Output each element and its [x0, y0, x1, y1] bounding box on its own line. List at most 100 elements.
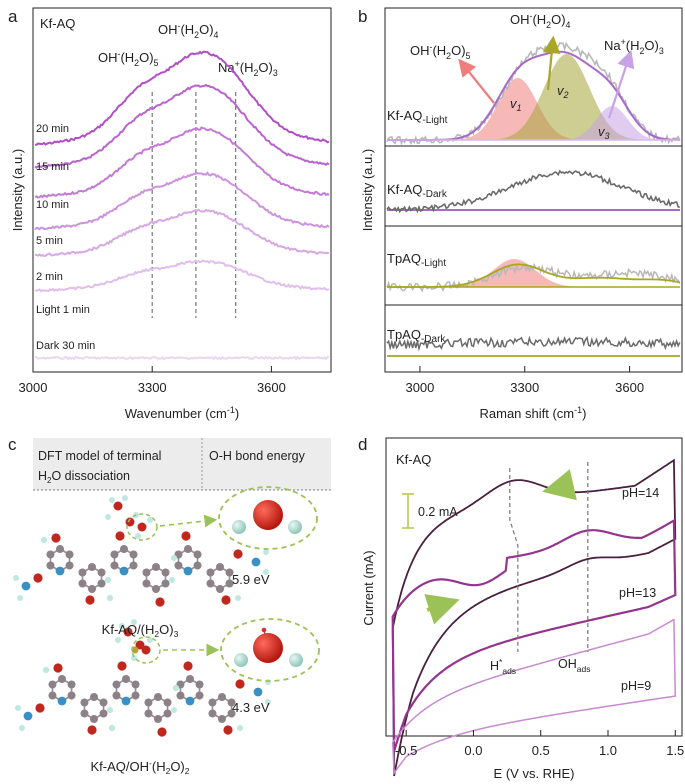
x-tick-b-2: 3600	[615, 380, 644, 395]
panel-letter-d: d	[358, 435, 367, 454]
ph-label-13: pH=13	[619, 586, 656, 600]
cv-curves	[391, 458, 677, 777]
x-tick-d-3: 1.0	[599, 743, 617, 758]
curve-labels-a: 20 min 15 min 10 min 5 min 2 min Light 1 min D…	[36, 123, 95, 352]
ph-label-9: pH=9	[621, 679, 651, 693]
oh-bond-zoom-bottom	[234, 627, 303, 667]
zoom-ellipse-bottom	[220, 618, 320, 682]
peak-label-a-0: OH-(H2O)5	[98, 49, 159, 68]
sample-label-d: Kf-AQ	[396, 452, 431, 467]
y-axis-label-b: Intensity (a.u.)	[360, 149, 375, 231]
x-ticks-b: 3000 3300 3600	[405, 366, 644, 395]
plot-frame-a	[32, 7, 332, 373]
ads-markers	[509, 462, 589, 652]
curve-label-a-3: 5 min	[36, 235, 63, 247]
y-axis-label-a: Intensity (a.u.)	[10, 149, 25, 231]
peak-label-b-1: OH-(H2O)4	[510, 11, 571, 30]
curve-label-a-6: Dark 30 min	[36, 340, 95, 352]
raman-curve-4	[34, 208, 330, 258]
raw-tp-dark	[386, 335, 681, 352]
row-label-b-1: Kf-AQ-Dark	[387, 182, 448, 200]
zoom-ellipse-top	[218, 486, 318, 550]
nu-label-2: v2	[557, 83, 569, 100]
raman-curve-5	[34, 259, 330, 293]
curve-label-a-1: 15 min	[36, 161, 69, 173]
peak-label-b-0: OH-(H2O)5	[410, 42, 471, 61]
peak-label-b-2: Na+(H2O)3	[604, 37, 664, 56]
raman-curve-3	[34, 171, 330, 231]
dft-header-left-2: H2O dissociation	[38, 469, 130, 485]
y-axis-label-d: Current (mA)	[361, 550, 376, 625]
curve-label-a-5: Light 1 min	[36, 304, 90, 316]
molecule-model-bottom	[15, 619, 271, 737]
x-tick-b-0: 3000	[405, 380, 434, 395]
x-axis-label-d: E (V vs. RHE)	[494, 766, 575, 781]
raman-curve-6	[34, 355, 329, 361]
panel-b: b Kf-AQ-Light Kf-AQ-Dark TpAQ-Light TpAQ-Da…	[358, 7, 683, 421]
dft-header-left-1: DFT model of terminal	[38, 449, 161, 463]
peak-label-a-1: OH-(H2O)4	[158, 21, 219, 40]
oh-ads-label: OHads	[558, 657, 590, 674]
x-ticks-a: 3000 3300 3600	[19, 366, 286, 395]
curve-label-a-2: 10 min	[36, 199, 69, 211]
row-label-b-3: TpAQ-Dark	[387, 327, 446, 345]
ph-label-14: pH=14	[622, 486, 659, 500]
x-ticks-d: -0.5 0.0 0.5 1.0 1.5	[395, 730, 684, 758]
peak-labels-b: OH-(H2O)5 OH-(H2O)4 Na+(H2O)3 v1 v2 v3	[410, 11, 664, 141]
cv-ph13	[391, 518, 677, 752]
x-tick-d-1: 0.0	[464, 743, 482, 758]
fit-peak-v3	[387, 106, 680, 140]
peak-label-a-2: Na+(H2O)3	[218, 59, 278, 78]
bond-energy-bottom: 4.3 eV	[232, 700, 270, 715]
peak-guide-lines-a	[151, 92, 237, 318]
row-label-b-2: TpAQ-Light	[387, 251, 446, 269]
x-tick-a-0: 3000	[19, 380, 48, 395]
x-tick-d-2: 0.5	[532, 743, 550, 758]
peak-labels-a: OH-(H2O)5 OH-(H2O)4 Na+(H2O)3	[98, 21, 278, 78]
panel-a: a Kf-AQ OH-(H2O)5 OH-(H2O)4 Na+(H2O)3 20 m…	[8, 7, 332, 421]
fit-peak-v1	[387, 78, 680, 140]
molecule-model-top	[13, 495, 269, 607]
raman-curve-1	[34, 83, 330, 169]
plot-frame-b	[384, 7, 683, 373]
x-axis-label-b: Raman shift (cm-1)	[480, 405, 587, 421]
row-labels-b: Kf-AQ-Light Kf-AQ-Dark TpAQ-Light TpAQ-Dark	[387, 108, 448, 345]
panel-letter-c: c	[8, 435, 17, 454]
cv-ph9	[391, 618, 677, 776]
x-tick-a-1: 3300	[138, 380, 167, 395]
oh-bond-zoom-top	[232, 500, 302, 534]
panel-letter-b: b	[358, 7, 367, 26]
fit-tp-red	[387, 259, 680, 287]
model-label-bottom: Kf-AQ/OH-(H2O)2	[91, 758, 190, 776]
dft-header-right: O-H bond energy	[209, 449, 306, 463]
scale-bar-label: 0.2 mA	[418, 505, 458, 519]
sample-label-a: Kf-AQ	[40, 16, 75, 31]
raman-curve-2	[34, 126, 330, 199]
h-ads-label: H*ads	[490, 657, 516, 676]
scan-arrow-forward	[424, 594, 460, 625]
scale-bar	[402, 493, 414, 529]
plot-frame-d	[385, 437, 683, 737]
zoom-source-top	[126, 513, 158, 541]
curve-label-a-0: 20 min	[36, 123, 69, 135]
x-tick-d-0: -0.5	[395, 743, 417, 758]
dft-header	[33, 438, 331, 490]
x-axis-label-a: Wavenumber (cm-1)	[125, 405, 239, 421]
zoom-source-bottom	[131, 636, 161, 664]
nu-label-1: v1	[510, 96, 522, 113]
model-label-top: Kf-AQ/(H2O)3	[102, 622, 179, 639]
x-tick-d-4: 1.5	[666, 743, 684, 758]
nu-label-3: v3	[598, 124, 610, 141]
raw-kf-dark	[386, 169, 680, 214]
bond-energy-top: 5.9 eV	[232, 572, 270, 587]
x-tick-a-2: 3600	[257, 380, 286, 395]
raman-fits-b	[385, 35, 682, 357]
panel-d: d Kf-AQ 0.2 mA -0.5 0.0 0.5 1.0 1.5 pH=14 pH…	[358, 435, 684, 781]
h-ads-marker	[509, 468, 519, 652]
scan-arrow-reverse	[542, 469, 577, 501]
fit-peak-v2	[387, 54, 680, 140]
x-tick-b-1: 3300	[510, 380, 539, 395]
raman-curves-a	[34, 50, 330, 361]
panel-c: c DFT model of terminal H2O dissociation…	[8, 435, 331, 776]
